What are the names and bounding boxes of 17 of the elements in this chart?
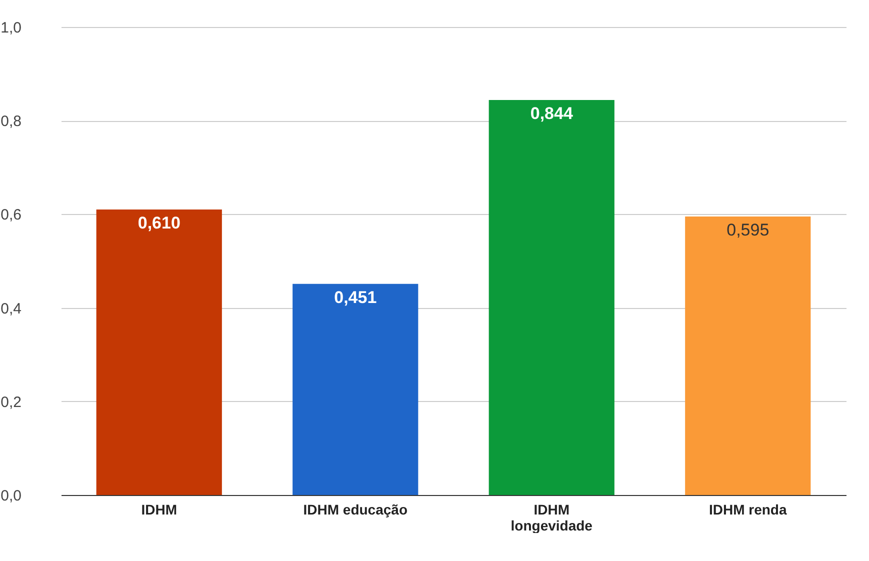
y-tick-label: 0,0 [0,488,22,504]
y-tick-label: 0,6 [0,206,22,224]
bar [96,210,222,495]
data-label: 0,844 [530,104,574,124]
y-tick-label: 1,0 [0,20,22,36]
bar [488,100,614,495]
bar [685,216,811,495]
x-tick-label: IDHM educação [303,502,408,518]
data-label: 0,451 [334,288,377,307]
data-label: 0,595 [726,220,770,240]
y-tick-label: 0,8 [0,113,22,130]
bar [292,284,418,495]
data-label: 0,610 [138,214,180,233]
y-tick-label: 0,2 [0,394,22,411]
x-tick-label: IDHM [141,502,178,518]
y-tick-label: 0,4 [0,300,22,318]
x-tick-label: IDHM renda [708,502,787,518]
